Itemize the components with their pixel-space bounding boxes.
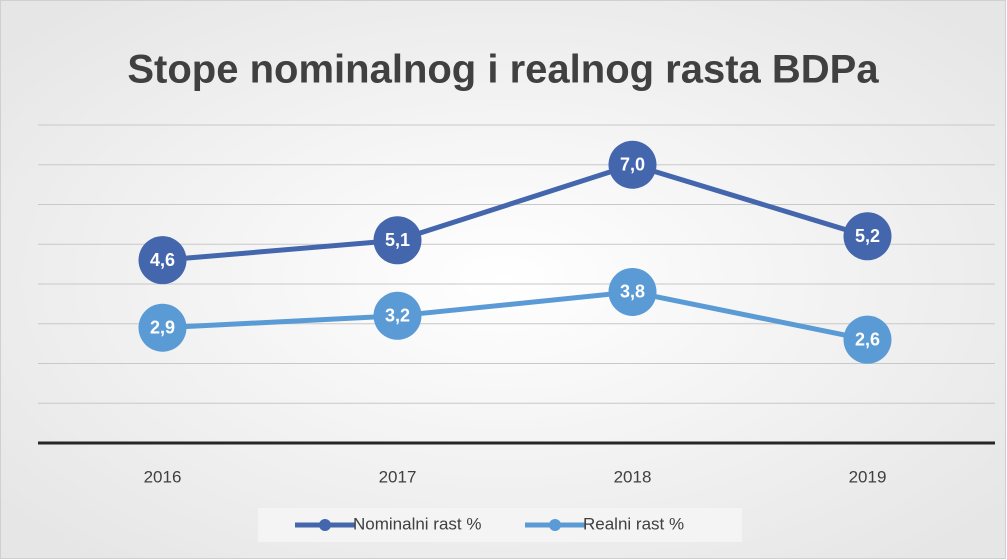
data-label: 5,1 [385, 230, 410, 250]
legend-label: Nominalni rast % [353, 514, 482, 533]
x-tick-label: 2019 [849, 467, 887, 486]
data-label: 2,6 [855, 329, 880, 349]
data-label: 3,8 [620, 282, 645, 302]
data-label: 7,0 [620, 155, 645, 175]
data-point [138, 303, 187, 352]
data-label: 2,9 [150, 317, 175, 337]
x-tick-label: 2018 [614, 467, 652, 486]
data-point [608, 267, 657, 316]
data-point [843, 212, 892, 261]
data-label: 3,2 [385, 306, 410, 326]
data-label: 5,2 [855, 226, 880, 246]
data-point [373, 291, 422, 340]
legend-marker [549, 519, 561, 531]
x-tick-label: 2017 [379, 467, 417, 486]
data-point [373, 216, 422, 265]
data-label: 4,6 [150, 250, 175, 270]
x-tick-label: 2016 [144, 467, 182, 486]
legend-label: Realni rast % [583, 514, 684, 533]
chart-title: Stope nominalnog i realnog rasta BDPa [127, 48, 879, 92]
data-point [138, 236, 187, 285]
data-point [608, 140, 657, 189]
data-point [843, 315, 892, 364]
series-line [162, 162, 869, 263]
legend-marker [319, 519, 331, 531]
series-line [162, 289, 868, 343]
